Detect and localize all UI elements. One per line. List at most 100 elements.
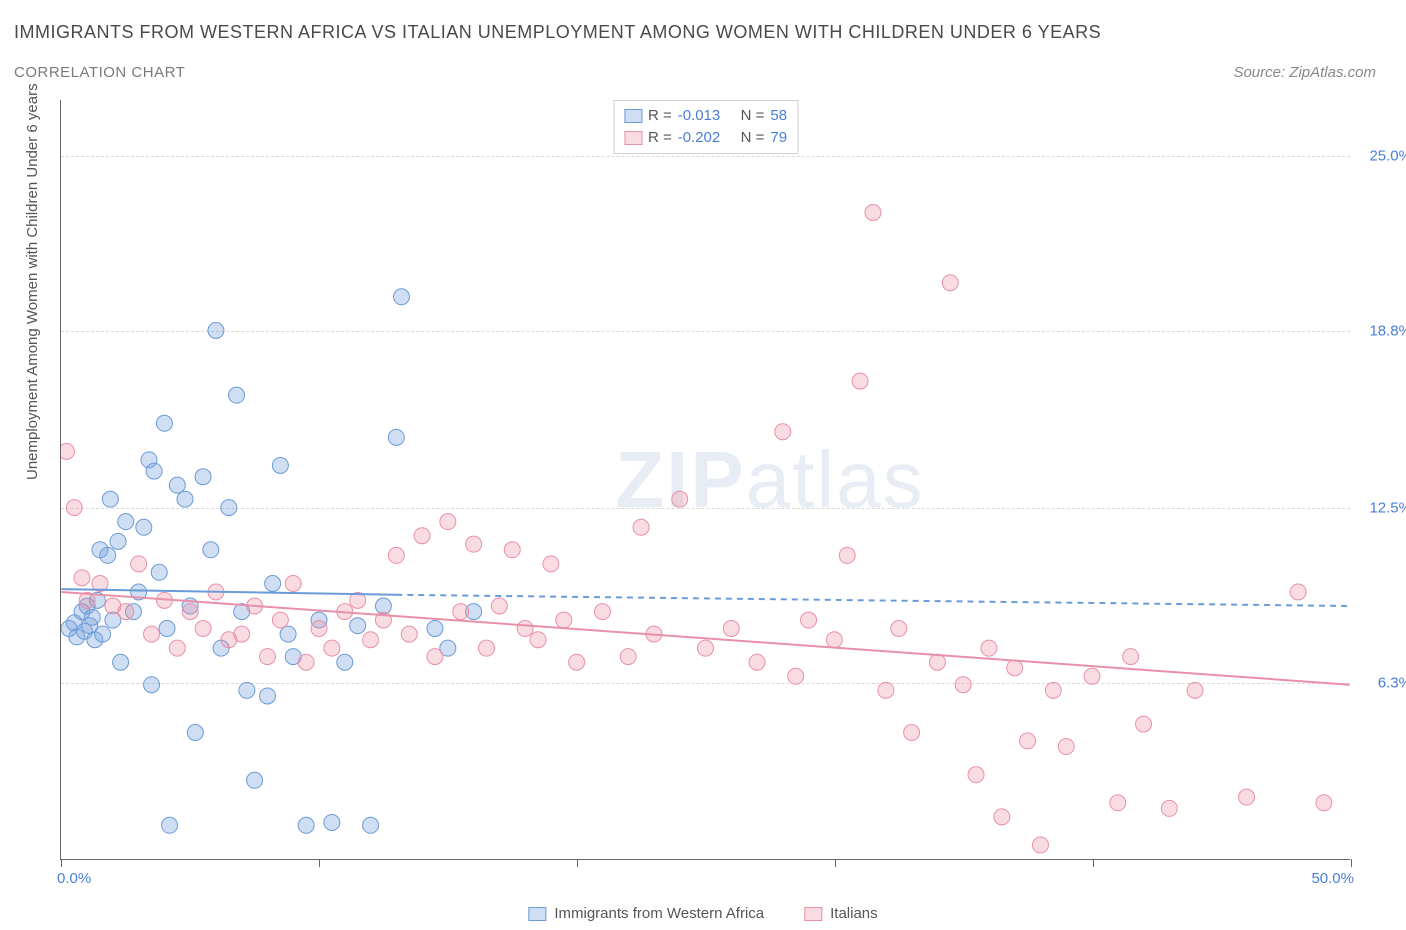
data-point-immigrants [131, 584, 147, 600]
data-point-italians [298, 654, 314, 670]
data-point-italians [427, 649, 443, 665]
legend-swatch-italians [624, 131, 642, 145]
data-point-italians [1045, 682, 1061, 698]
legend-item-italians: Italians [804, 905, 878, 922]
data-point-immigrants [265, 576, 281, 592]
data-point-immigrants [337, 654, 353, 670]
data-point-immigrants [159, 620, 175, 636]
data-point-italians [156, 592, 172, 608]
r-label: R = [648, 127, 672, 149]
data-point-italians [311, 620, 327, 636]
data-point-immigrants [144, 677, 160, 693]
legend-swatch-immigrants [528, 907, 546, 921]
data-point-italians [131, 556, 147, 572]
data-point-italians [208, 584, 224, 600]
n-value-italians: 79 [770, 127, 787, 149]
data-point-immigrants [110, 533, 126, 549]
y-tick-label: 25.0% [1369, 148, 1406, 165]
data-point-italians [517, 620, 533, 636]
data-point-italians [388, 547, 404, 563]
data-point-italians [646, 626, 662, 642]
n-value-immigrants: 58 [770, 105, 787, 127]
data-point-italians [478, 640, 494, 656]
data-point-italians [259, 649, 275, 665]
data-point-italians [1136, 716, 1152, 732]
data-point-immigrants [229, 387, 245, 403]
data-point-italians [491, 598, 507, 614]
data-point-italians [1239, 789, 1255, 805]
data-point-immigrants [195, 469, 211, 485]
x-tick [319, 859, 320, 867]
data-point-italians [530, 632, 546, 648]
data-point-immigrants [187, 725, 203, 741]
data-point-italians [324, 640, 340, 656]
data-point-italians [1020, 733, 1036, 749]
data-point-italians [801, 612, 817, 628]
data-point-italians [440, 514, 456, 530]
data-point-italians [852, 373, 868, 389]
data-point-italians [79, 592, 95, 608]
data-point-italians [620, 649, 636, 665]
r-value-immigrants: -0.013 [678, 105, 721, 127]
data-point-immigrants [350, 618, 366, 634]
data-point-italians [749, 654, 765, 670]
plot-area: ZIPatlas R =-0.013 N =58R =-0.202 N =79 … [60, 100, 1350, 860]
data-point-immigrants [118, 514, 134, 530]
x-tick [835, 859, 836, 867]
scatter-points [61, 100, 1350, 859]
chart-title: IMMIGRANTS FROM WESTERN AFRICA VS ITALIA… [14, 22, 1101, 43]
legend-stat-row-italians: R =-0.202 N =79 [624, 127, 787, 149]
data-point-italians [1032, 837, 1048, 853]
data-point-italians [92, 576, 108, 592]
r-label: R = [648, 105, 672, 127]
data-point-immigrants [221, 500, 237, 516]
data-point-immigrants [280, 626, 296, 642]
data-point-immigrants [113, 654, 129, 670]
legend-swatch-immigrants [624, 109, 642, 123]
data-point-italians [350, 592, 366, 608]
data-point-italians [234, 626, 250, 642]
x-tick-label-left: 0.0% [57, 870, 91, 887]
data-point-italians [118, 604, 134, 620]
data-point-immigrants [208, 323, 224, 339]
data-point-italians [569, 654, 585, 670]
x-tick [577, 859, 578, 867]
data-point-italians [904, 725, 920, 741]
y-tick-label: 12.5% [1369, 500, 1406, 517]
data-point-italians [453, 604, 469, 620]
data-point-italians [698, 640, 714, 656]
n-label: N = [741, 127, 765, 149]
data-point-immigrants [388, 429, 404, 445]
data-point-italians [1161, 800, 1177, 816]
data-point-italians [672, 491, 688, 507]
data-point-italians [401, 626, 417, 642]
data-point-immigrants [363, 817, 379, 833]
data-point-immigrants [427, 620, 443, 636]
data-point-immigrants [177, 491, 193, 507]
data-point-immigrants [272, 457, 288, 473]
data-point-immigrants [162, 817, 178, 833]
data-point-italians [247, 598, 263, 614]
x-tick-label-right: 50.0% [1311, 870, 1354, 887]
data-point-italians [891, 620, 907, 636]
n-label: N = [741, 105, 765, 127]
data-point-immigrants [84, 609, 100, 625]
data-point-italians [723, 620, 739, 636]
data-point-immigrants [151, 564, 167, 580]
data-point-immigrants [95, 626, 111, 642]
data-point-italians [968, 767, 984, 783]
data-point-italians [1110, 795, 1126, 811]
data-point-immigrants [136, 519, 152, 535]
legend-series: Immigrants from Western AfricaItalians [528, 905, 877, 922]
chart-subtitle: CORRELATION CHART [14, 64, 185, 81]
data-point-italians [981, 640, 997, 656]
data-point-italians [144, 626, 160, 642]
data-point-italians [74, 570, 90, 586]
data-point-italians [955, 677, 971, 693]
data-point-italians [1123, 649, 1139, 665]
data-point-italians [556, 612, 572, 628]
data-point-italians [285, 576, 301, 592]
data-point-immigrants [156, 415, 172, 431]
data-point-italians [1007, 660, 1023, 676]
data-point-italians [337, 604, 353, 620]
